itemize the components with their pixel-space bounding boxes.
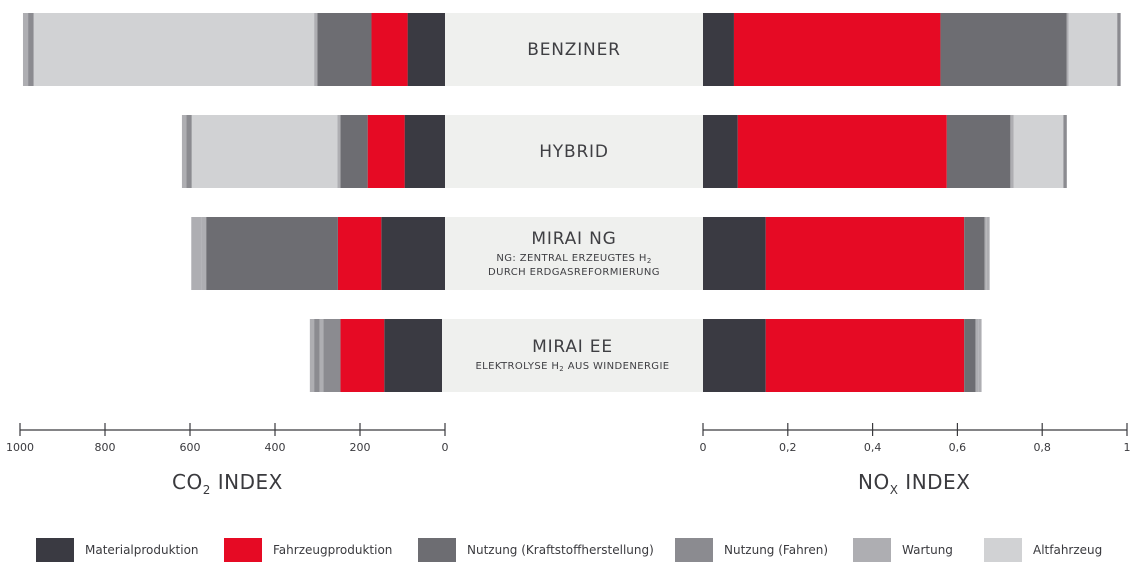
category-label-box-3: MIRAI EE ELEKTROLYSE H2 AUS WINDENERGIE [442,319,703,392]
category-label: HYBRID [539,141,609,162]
legend-item-2: Nutzung (Kraftstoffherstellung) [418,538,654,562]
category-label: BENZINER [527,39,621,60]
nox-tick-label-0: 0 [700,441,707,454]
co2-bar-fahrzeugproduktion-3 [340,319,385,392]
nox-bar-materialproduktion-2 [703,217,766,290]
co2-bar-fahrzeugproduktion-0 [371,13,408,86]
legend-label: Fahrzeugproduktion [273,543,393,557]
co2-bar-materialproduktion-3 [384,319,445,392]
co2-bar-materialproduktion-0 [407,13,445,86]
nox-bar-nutzung-kraftstoffherstellung--2 [964,217,985,290]
nox-axis-title: NOX INDEX [858,470,971,497]
nox-bar-nutzung-kraftstoffherstellung--1 [946,115,1011,188]
nox-tick-label-5: 1 [1124,441,1131,454]
co2-bar-materialproduktion-1 [404,115,445,188]
co2-endcap-nutzung-fahren--1 [186,115,192,188]
nox-bar-fahrzeugproduktion-0 [733,13,941,86]
legend-label: Nutzung (Fahren) [724,543,829,557]
co2-bar-altfahrzeug-1 [191,115,338,188]
co2-bar-materialproduktion-2 [381,217,445,290]
butterfly-chart: 1000 800 600 400 200 0 0 0,2 0,4 0,6 0,8 1 [6,13,1131,454]
legend-item-0: Materialproduktion [36,538,199,562]
co2-bar-altfahrzeug-0 [33,13,315,86]
legend-swatch [418,538,456,562]
legend-label: Nutzung (Kraftstoffherstellung) [467,543,654,557]
nox-tick-label-2: 0,4 [864,441,882,454]
legend-swatch [224,538,262,562]
nox-bar-materialproduktion-3 [703,319,766,392]
category-sublabel: ELEKTROLYSE H2 AUS WINDENERGIE [475,360,670,373]
legend-item-4: Wartung [853,538,953,562]
nox-bar-wartung-0 [1066,13,1069,86]
co2-bar-nutzung-kraftstoffherstellung--0 [317,13,372,86]
co2-bar-nutzung-kraftstoffherstellung--1 [340,115,368,188]
co2-bar-nutzung-kraftstoffherstellung--2 [206,217,338,290]
co2-bar-wartung-3 [319,319,324,392]
legend-item-3: Nutzung (Fahren) [675,538,828,562]
co2-bar-nutzung-fahren--3 [323,319,341,392]
co2-endcap-nutzung-fahren--0 [28,13,34,86]
nox-endcap-nutzung-fahren--1 [1063,115,1067,188]
co2-axis-title: CO2 INDEX [172,470,283,497]
co2-endcap-wartung-2 [191,217,202,290]
category-label-box-0: BENZINER [445,13,703,86]
nox-bar-materialproduktion-1 [703,115,738,188]
co2-tick-label-5: 0 [442,441,449,454]
category-sublabel-line2: DURCH ERDGASREFORMIERUNG [488,266,660,278]
nox-bar-fahrzeugproduktion-3 [765,319,965,392]
nox-bar-fahrzeugproduktion-1 [737,115,947,188]
nox-bar-fahrzeugproduktion-2 [765,217,965,290]
co2-endcap-wartung-1 [181,115,187,188]
legend-swatch [984,538,1022,562]
nox-endcap-wartung-2 [986,217,990,290]
nox-bar-altfahrzeug-0 [1068,13,1118,86]
co2-tick-label-2: 600 [180,441,201,454]
category-label: MIRAI EE [532,336,613,357]
nox-bar-nutzung-kraftstoffherstellung--0 [940,13,1067,86]
nox-bar-wartung-2 [984,217,987,290]
legend-item-1: Fahrzeugproduktion [224,538,392,562]
nox-tick-label-1: 0,2 [779,441,797,454]
category-label-box-2: MIRAI NG NG: ZENTRAL ERZEUGTES H2 DURCH ER… [445,217,703,290]
legend-swatch [36,538,74,562]
nox-endcap-nutzung-fahren--0 [1117,13,1121,86]
category-sublabel: NG: ZENTRAL ERZEUGTES H2 [496,252,652,265]
co2-endcap-wartung-3 [309,319,315,392]
legend-label: Materialproduktion [85,543,199,557]
co2-endcap-wartung-0 [22,13,29,86]
co2-endcap-nutzung-fahren--3 [314,319,320,392]
nox-bar-materialproduktion-0 [703,13,734,86]
co2-bar-wartung-1 [337,115,341,188]
nox-endcap-wartung-3 [978,319,982,392]
co2-bar-wartung-2 [201,217,207,290]
legend: Materialproduktion Fahrzeugproduktion Nutz… [0,538,1140,564]
co2-tick-label-3: 400 [265,441,286,454]
category-label: MIRAI NG [531,228,617,249]
co2-bar-fahrzeugproduktion-1 [367,115,405,188]
co2-tick-label-4: 200 [350,441,371,454]
nox-bar-wartung-1 [1010,115,1014,188]
category-label-box-1: HYBRID [445,115,703,188]
legend-label: Wartung [902,543,953,557]
legend-item-5: Altfahrzeug [984,538,1102,562]
legend-swatch [675,538,713,562]
nox-bar-nutzung-kraftstoffherstellung--3 [964,319,976,392]
nox-tick-label-4: 0,8 [1033,441,1051,454]
legend-swatch [853,538,891,562]
co2-tick-label-0: 1000 [6,441,34,454]
co2-tick-label-1: 800 [95,441,116,454]
co2-bar-fahrzeugproduktion-2 [337,217,382,290]
legend-label: Altfahrzeug [1033,543,1103,557]
nox-tick-label-3: 0,6 [949,441,967,454]
nox-bar-wartung-3 [975,319,979,392]
co2-bar-wartung-0 [314,13,318,86]
nox-bar-altfahrzeug-1 [1013,115,1064,188]
